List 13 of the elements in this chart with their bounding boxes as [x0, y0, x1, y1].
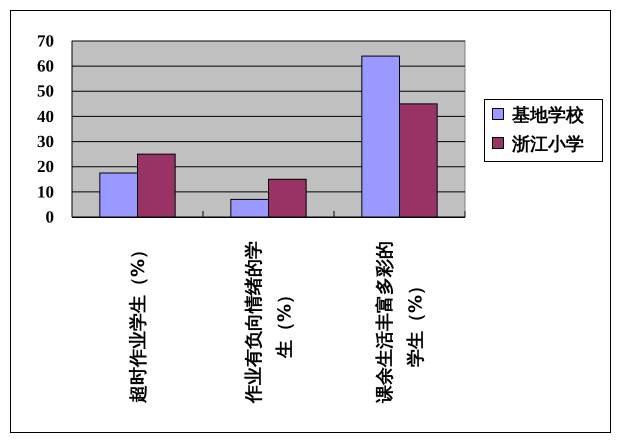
y-tick-label: 40 — [37, 106, 54, 126]
x-tick-label: 作业有负向情绪的学生（%） — [243, 241, 296, 404]
y-tick-label: 50 — [37, 82, 54, 101]
x-tick-label: 课余生活丰富多彩的学生（%） — [374, 241, 426, 404]
y-tick-label: 10 — [37, 182, 54, 202]
x-tick-label: 超时作业学生（%） — [128, 240, 149, 404]
y-tick-label: 60 — [37, 56, 54, 76]
y-tick-label: 70 — [37, 31, 54, 50]
legend-label: 浙江小学 — [511, 134, 584, 155]
y-tick-label: 0 — [46, 207, 54, 226]
y-tick-label: 30 — [37, 132, 54, 152]
legend-label: 基地学校 — [511, 105, 585, 126]
y-tick-label: 20 — [37, 157, 54, 176]
